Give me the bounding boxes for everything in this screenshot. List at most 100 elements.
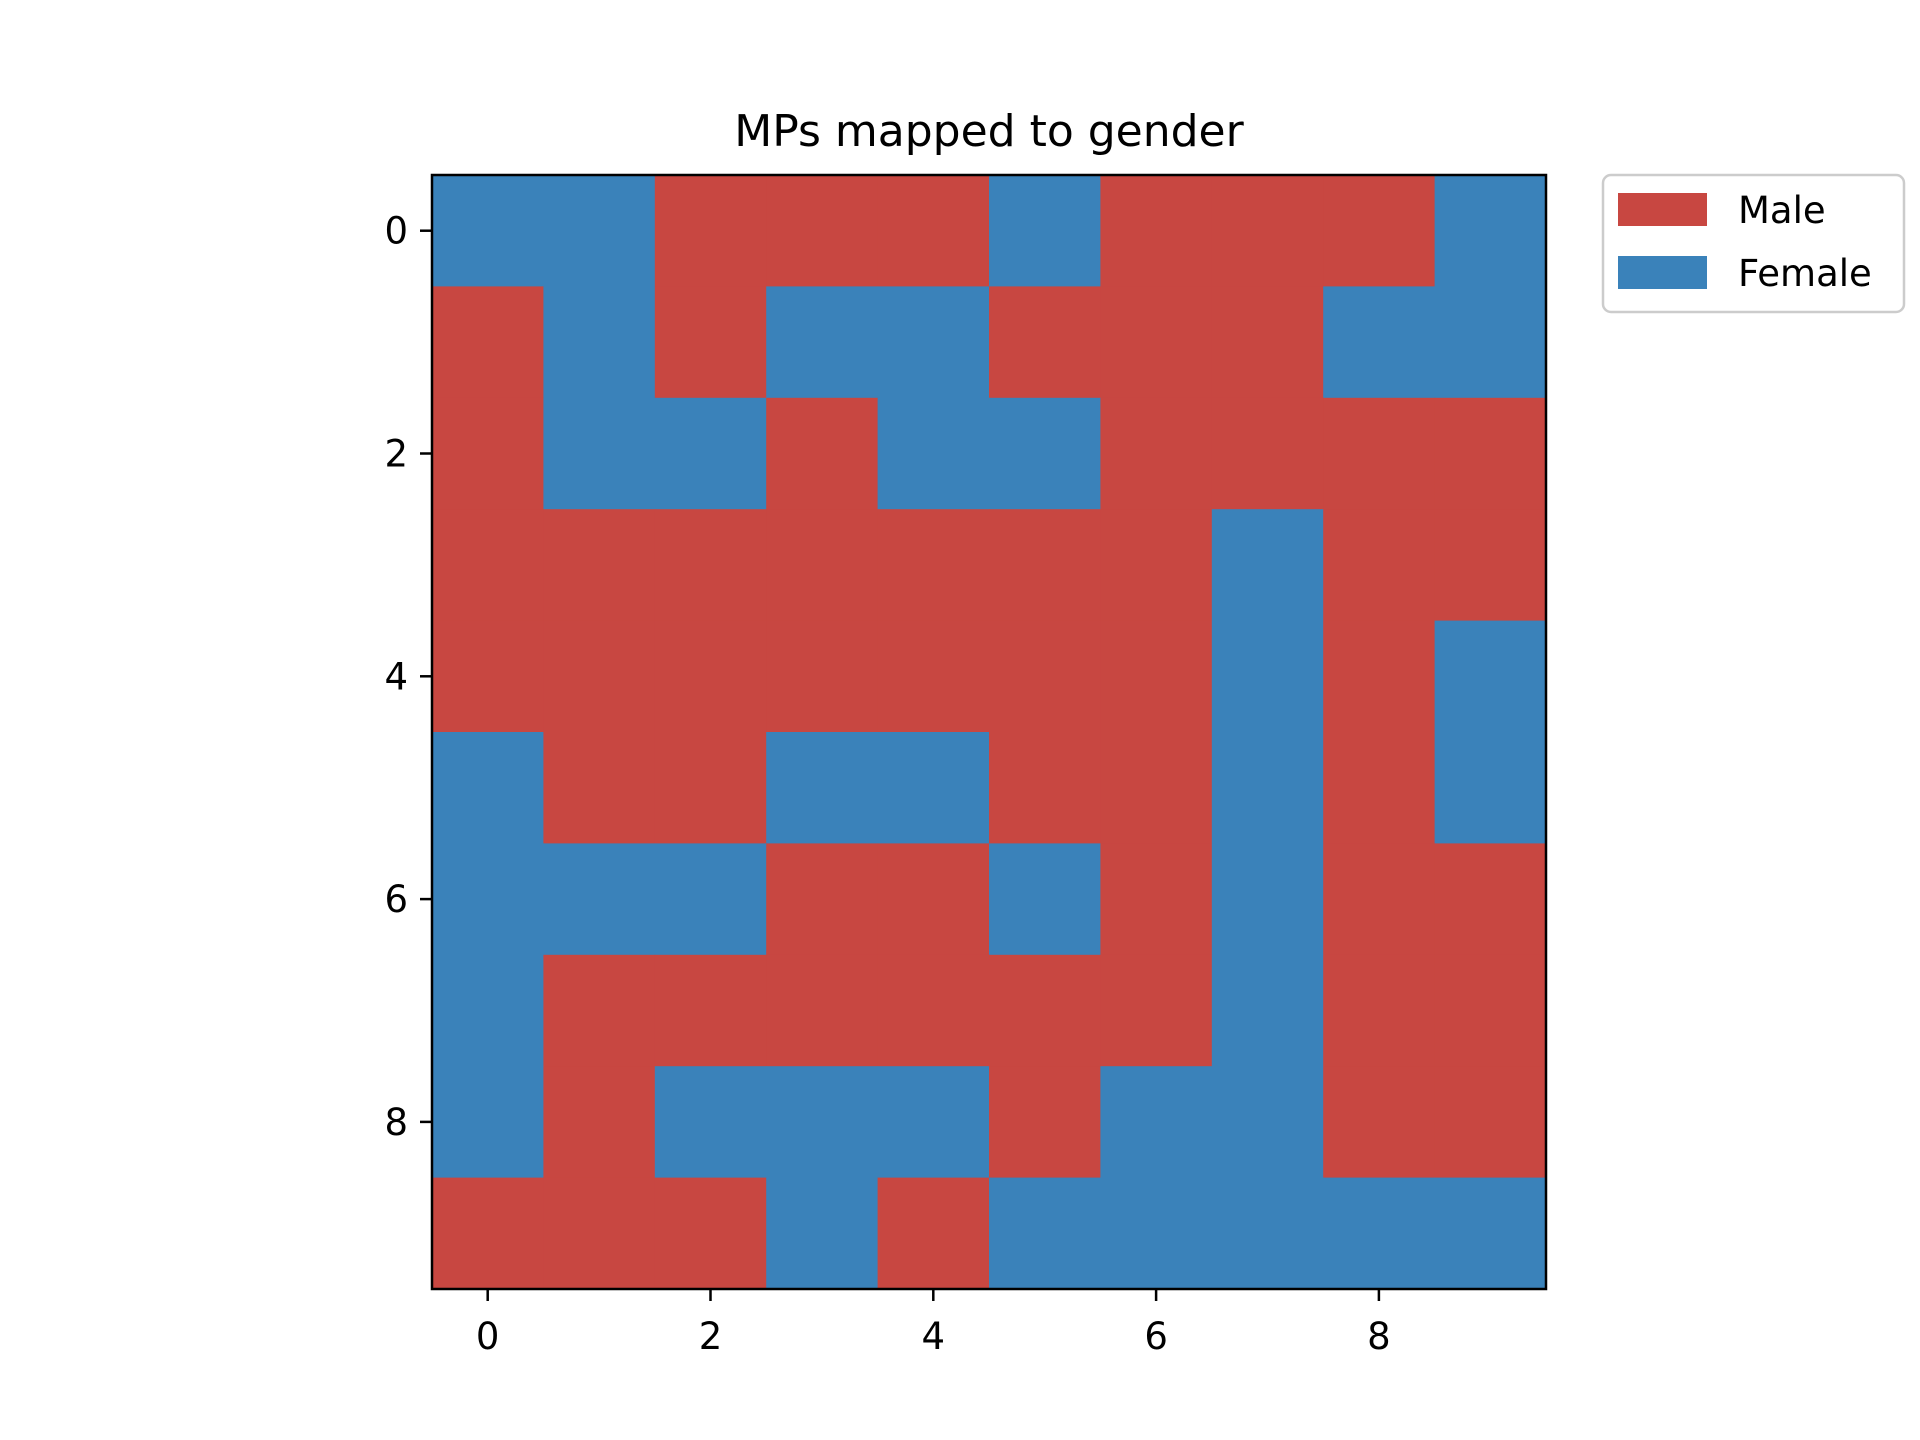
heatmap-cell-r4-c0 — [432, 620, 544, 733]
heatmap-cell-r8-c7 — [1211, 1066, 1324, 1179]
heatmap-cell-r3-c1 — [543, 509, 656, 622]
heatmap-cell-r0-c2 — [654, 175, 767, 287]
chart-title: MPs mapped to gender — [734, 106, 1244, 157]
heatmap-cell-r5-c1 — [543, 732, 656, 844]
heatmap-cells — [432, 175, 1547, 1290]
heatmap-cell-r8-c2 — [654, 1066, 767, 1179]
y-tick-label-4: 4 — [384, 655, 408, 698]
heatmap-cell-r4-c4 — [877, 620, 990, 733]
heatmap-cell-r9-c8 — [1323, 1177, 1436, 1290]
heatmap-cell-r8-c6 — [1100, 1066, 1213, 1179]
heatmap-cell-r3-c4 — [877, 509, 990, 622]
heatmap-cell-r9-c4 — [877, 1177, 990, 1290]
heatmap-cell-r7-c5 — [989, 954, 1101, 1067]
heatmap-cell-r4-c7 — [1211, 620, 1324, 733]
heatmap-cell-r0-c7 — [1211, 175, 1324, 287]
heatmap-cell-r4-c8 — [1323, 620, 1436, 733]
heatmap-cell-r2-c3 — [766, 397, 879, 510]
heatmap-cell-r8-c3 — [766, 1066, 879, 1179]
heatmap-cell-r1-c1 — [543, 286, 656, 399]
heatmap-cell-r9-c1 — [543, 1177, 656, 1290]
y-tick-label-8: 8 — [384, 1101, 408, 1144]
heatmap-cell-r0-c0 — [432, 175, 544, 287]
legend-label-male: Male — [1738, 189, 1826, 232]
heatmap-cell-r6-c4 — [877, 843, 990, 956]
heatmap-cell-r1-c8 — [1323, 286, 1436, 399]
heatmap-cell-r3-c9 — [1434, 509, 1547, 622]
heatmap-cell-r5-c5 — [989, 732, 1101, 844]
x-tick-label-8: 8 — [1367, 1315, 1391, 1358]
legend: Male Female — [1601, 173, 1906, 314]
heatmap-cell-r2-c2 — [654, 397, 767, 510]
heatmap-cell-r8-c1 — [543, 1066, 656, 1179]
heatmap-cell-r2-c8 — [1323, 397, 1436, 510]
heatmap-cell-r0-c3 — [766, 175, 879, 287]
heatmap-cell-r6-c3 — [766, 843, 879, 956]
heatmap-cell-r7-c2 — [654, 954, 767, 1067]
heatmap-cell-r0-c1 — [543, 175, 656, 287]
heatmap-cell-r5-c4 — [877, 732, 990, 844]
y-axis: 0 2 4 6 8 — [384, 210, 432, 1144]
legend-label-female: Female — [1738, 252, 1872, 295]
heatmap-cell-r6-c1 — [543, 843, 656, 956]
heatmap-cell-r0-c5 — [989, 175, 1101, 287]
heatmap-cell-r5-c6 — [1100, 732, 1213, 844]
heatmap-cell-r5-c2 — [654, 732, 767, 844]
heatmap-cell-r3-c3 — [766, 509, 879, 622]
x-tick-label-0: 0 — [476, 1315, 500, 1358]
heatmap-cell-r6-c7 — [1211, 843, 1324, 956]
heatmap-cell-r9-c3 — [766, 1177, 879, 1290]
y-tick-label-6: 6 — [384, 878, 408, 921]
heatmap-cell-r1-c5 — [989, 286, 1101, 399]
heatmap-cell-r3-c0 — [432, 509, 544, 622]
heatmap-cell-r8-c9 — [1434, 1066, 1547, 1179]
heatmap-cell-r3-c2 — [654, 509, 767, 622]
heatmap-cell-r4-c3 — [766, 620, 879, 733]
heatmap-cell-r5-c3 — [766, 732, 879, 844]
heatmap-cell-r2-c4 — [877, 397, 990, 510]
plot-frame — [430, 173, 1548, 1291]
heatmap-cell-r7-c9 — [1434, 954, 1547, 1067]
heatmap-cell-r9-c7 — [1211, 1177, 1324, 1290]
legend-swatch-female — [1618, 256, 1707, 289]
heatmap-cell-r9-c0 — [432, 1177, 544, 1290]
heatmap-cell-r1-c9 — [1434, 286, 1547, 399]
legend-swatch-male — [1618, 193, 1707, 226]
heatmap-cell-r8-c4 — [877, 1066, 990, 1179]
x-axis: 0 2 4 6 8 — [476, 1289, 1391, 1358]
heatmap-cell-r4-c6 — [1100, 620, 1213, 733]
heatmap-cell-r4-c5 — [989, 620, 1101, 733]
heatmap-cell-r7-c4 — [877, 954, 990, 1067]
y-tick-label-0: 0 — [384, 210, 408, 253]
y-tick-label-2: 2 — [384, 433, 408, 476]
heatmap-cell-r7-c3 — [766, 954, 879, 1067]
heatmap-cell-r5-c8 — [1323, 732, 1436, 844]
heatmap-cell-r0-c6 — [1100, 175, 1213, 287]
heatmap-cell-r4-c1 — [543, 620, 656, 733]
heatmap-cell-r1-c2 — [654, 286, 767, 399]
x-tick-label-4: 4 — [922, 1315, 946, 1358]
heatmap-cell-r6-c2 — [654, 843, 767, 956]
heatmap-cell-r7-c0 — [432, 954, 544, 1067]
heatmap-cell-r1-c3 — [766, 286, 879, 399]
heatmap-cell-r9-c9 — [1434, 1177, 1547, 1290]
heatmap-cell-r2-c5 — [989, 397, 1101, 510]
heatmap-cell-r7-c6 — [1100, 954, 1213, 1067]
heatmap-cell-r8-c0 — [432, 1066, 544, 1179]
heatmap-cell-r7-c7 — [1211, 954, 1324, 1067]
x-tick-label-6: 6 — [1144, 1315, 1168, 1358]
heatmap-cell-r6-c9 — [1434, 843, 1547, 956]
heatmap-cell-r9-c5 — [989, 1177, 1101, 1290]
heatmap-cell-r0-c8 — [1323, 175, 1436, 287]
heatmap-cell-r9-c2 — [654, 1177, 767, 1290]
x-tick-label-2: 2 — [699, 1315, 723, 1358]
heatmap-cell-r2-c7 — [1211, 397, 1324, 510]
heatmap-cell-r3-c6 — [1100, 509, 1213, 622]
heatmap-cell-r6-c6 — [1100, 843, 1213, 956]
heatmap-cell-r6-c0 — [432, 843, 544, 956]
heatmap-cell-r3-c7 — [1211, 509, 1324, 622]
heatmap-cell-r2-c0 — [432, 397, 544, 510]
heatmap-cell-r1-c4 — [877, 286, 990, 399]
heatmap-cell-r6-c8 — [1323, 843, 1436, 956]
